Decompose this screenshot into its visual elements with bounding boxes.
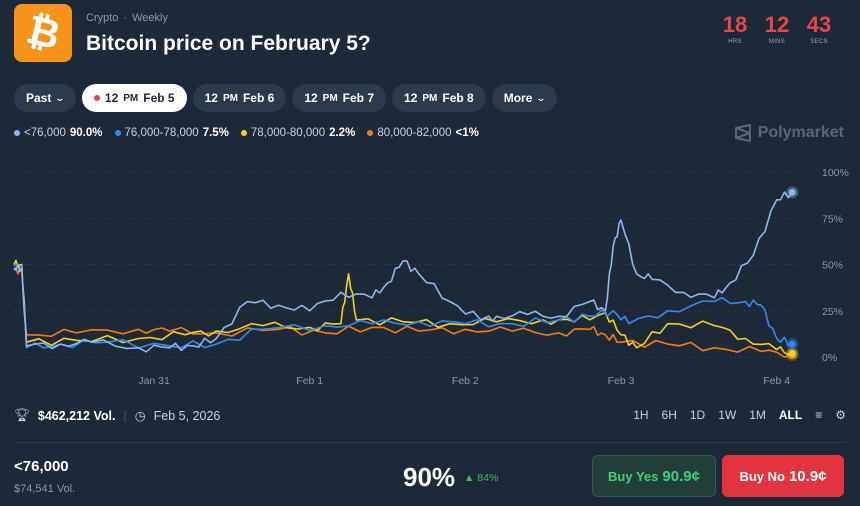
y-tick-label: 0% bbox=[822, 352, 837, 364]
page-title: Bitcoin price on February 5? bbox=[86, 32, 371, 55]
total-volume: $462,212 Vol. bbox=[37, 408, 116, 423]
tab-past[interactable]: Past ⌄ bbox=[14, 84, 76, 112]
y-tick-label: 75% bbox=[822, 213, 843, 225]
range-1d[interactable]: 1D bbox=[689, 408, 706, 422]
time-range-selector: 1H 6H 1D 1W 1M ALL ≡ ⚙ bbox=[633, 408, 846, 422]
series-line-2 bbox=[13, 259, 793, 356]
legend-swatch bbox=[114, 130, 121, 136]
buy-yes-button[interactable]: Buy Yes 90.9¢ bbox=[592, 455, 716, 497]
range-all[interactable]: ALL bbox=[778, 408, 803, 422]
outcome-probability: 90% bbox=[403, 462, 456, 492]
chevron-down-icon: ⌄ bbox=[535, 92, 547, 103]
countdown-timer: 18 HRS 12 MINS 43 SECS bbox=[720, 12, 834, 46]
series-line-0 bbox=[13, 191, 793, 353]
range-1w[interactable]: 1W bbox=[718, 408, 737, 422]
breadcrumb-frequency[interactable]: Weekly bbox=[132, 12, 168, 24]
tab-feb-6[interactable]: 12 PM Feb 6 bbox=[192, 84, 287, 112]
tab-feb-5[interactable]: 12 PM Feb 5 bbox=[81, 84, 187, 112]
x-tick-label: Feb 1 bbox=[296, 375, 323, 387]
outcome-volume: $74,541 Vol. bbox=[14, 483, 76, 495]
market-header: ₿ Crypto · Weekly Bitcoin price on Februar… bbox=[14, 4, 846, 62]
legend-item: <76,000 90.0% bbox=[14, 127, 103, 139]
range-1h[interactable]: 1H bbox=[633, 408, 649, 422]
countdown-minutes: 12 MINS bbox=[764, 12, 790, 46]
range-1m[interactable]: 1M bbox=[749, 408, 766, 422]
filter-icon[interactable]: ≡ bbox=[815, 408, 823, 422]
chevron-down-icon: ⌄ bbox=[54, 92, 66, 103]
legend-item: 78,000-80,000 2.2% bbox=[240, 127, 355, 139]
x-tick-label: Feb 4 bbox=[763, 375, 790, 387]
series-end-point bbox=[788, 340, 796, 348]
bitcoin-icon: ₿ bbox=[21, 6, 65, 60]
trophy-icon: 🏆︎ bbox=[14, 408, 30, 422]
range-6h[interactable]: 6H bbox=[661, 408, 677, 422]
countdown-seconds: 43 SECS bbox=[806, 12, 832, 46]
date-tabs: Past ⌄ 12 PM Feb 5 12 PM Feb 6 12 PM Feb 7 12 PM… bbox=[14, 84, 557, 112]
price-chart[interactable]: 100% 75% 50% 25% 0% Jan 31 Feb 1 Feb 2 Feb 3 Feb … bbox=[0, 160, 860, 392]
y-tick-label: 100% bbox=[822, 167, 849, 179]
gear-icon[interactable]: ⚙ bbox=[835, 408, 846, 422]
outcome-label: <76,000 bbox=[14, 458, 69, 475]
breadcrumb-category[interactable]: Crypto bbox=[86, 12, 119, 24]
clock-icon: ◷ bbox=[134, 409, 146, 423]
x-tick-label: Feb 2 bbox=[452, 375, 479, 387]
breadcrumb-separator: · bbox=[123, 12, 128, 24]
legend-swatch bbox=[14, 130, 20, 136]
countdown-hours: 18 HRS bbox=[722, 12, 748, 46]
x-tick-label: Feb 3 bbox=[608, 375, 635, 387]
x-tick-label: Jan 31 bbox=[138, 375, 170, 387]
probability-change: ▲ 84% bbox=[464, 472, 499, 484]
tab-more[interactable]: More ⌄ bbox=[491, 84, 557, 112]
live-dot-icon bbox=[93, 95, 100, 101]
chart-legend: <76,000 90.0% 76,000-78,000 7.5% 78,000-80… bbox=[14, 127, 479, 139]
polymarket-icon bbox=[734, 124, 751, 142]
series-line-3 bbox=[13, 266, 793, 358]
market-stats: 🏆︎ $462,212 Vol. | ◷ Feb 5, 2026 bbox=[14, 408, 220, 423]
market-end-date: Feb 5, 2026 bbox=[153, 408, 221, 423]
legend-swatch bbox=[367, 130, 374, 136]
tab-feb-8[interactable]: 12 PM Feb 8 bbox=[392, 84, 486, 112]
section-divider bbox=[14, 442, 846, 443]
bitcoin-logo: ₿ bbox=[14, 4, 72, 62]
stats-divider: | bbox=[123, 408, 127, 423]
series-line-1 bbox=[13, 263, 793, 349]
series-end-point bbox=[788, 349, 796, 357]
legend-item: 76,000-78,000 7.5% bbox=[114, 127, 229, 139]
y-tick-label: 50% bbox=[822, 260, 843, 272]
tab-feb-7[interactable]: 12 PM Feb 7 bbox=[292, 84, 387, 112]
legend-item: 80,000-82,000 <1% bbox=[367, 127, 479, 139]
polymarket-brand: Polymarket bbox=[734, 124, 844, 142]
y-tick-label: 25% bbox=[822, 306, 843, 318]
series-end-point bbox=[788, 188, 796, 196]
buy-no-button[interactable]: Buy No 10.9¢ bbox=[722, 455, 844, 497]
legend-swatch bbox=[240, 130, 247, 136]
breadcrumb: Crypto · Weekly bbox=[86, 12, 168, 24]
